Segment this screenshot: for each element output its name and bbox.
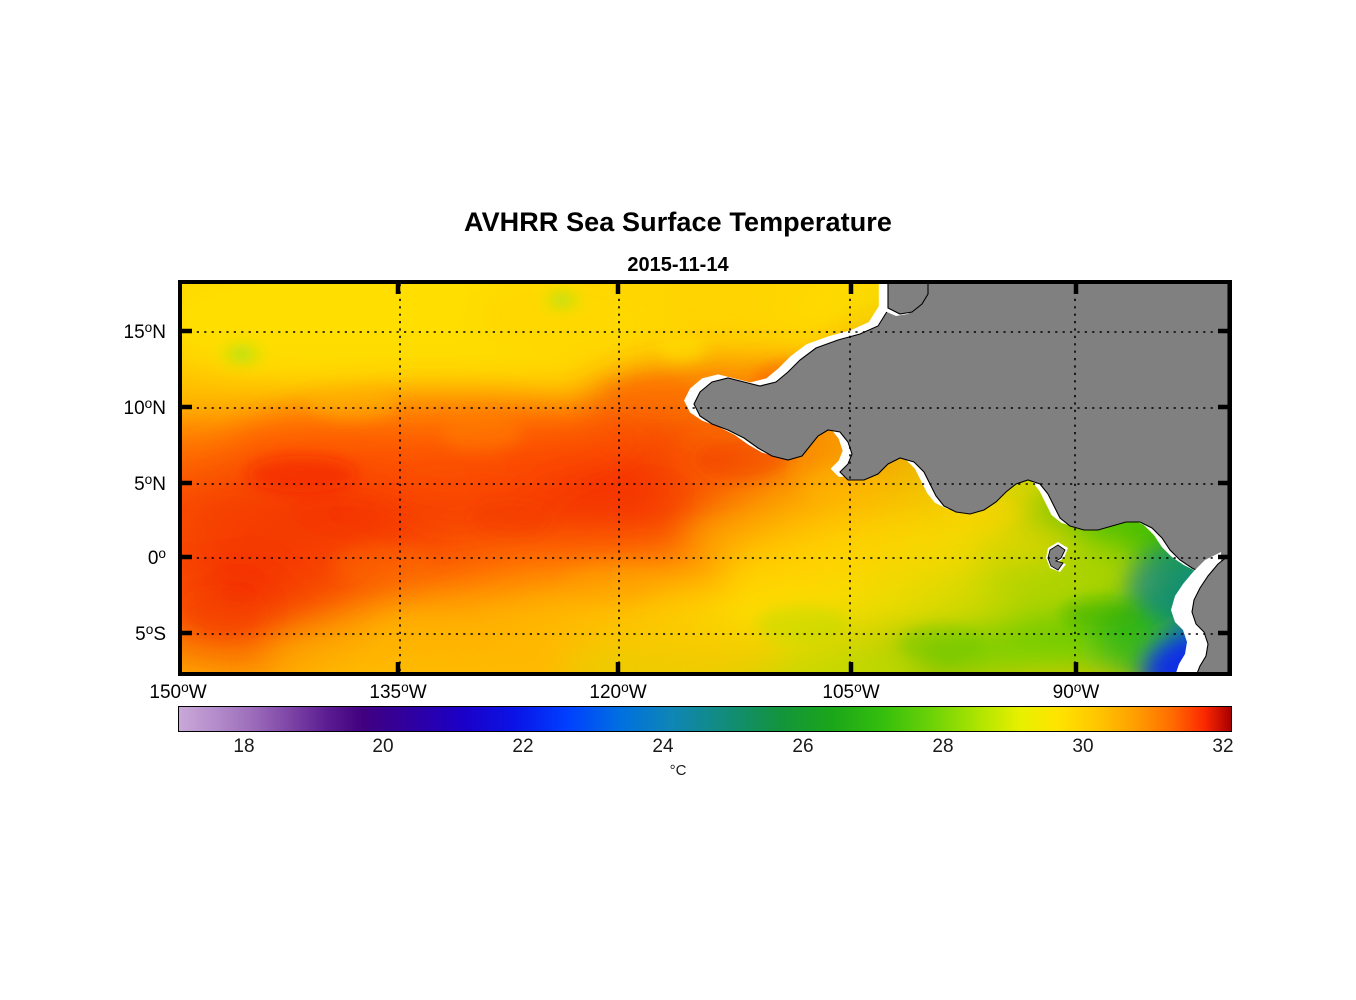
land-south-america [1191, 555, 1228, 672]
land-yucatan [887, 284, 929, 315]
xtick-label-120w: 120oW [589, 679, 647, 703]
figure-subtitle: 2015-11-14 [627, 254, 729, 276]
sst-map-panel[interactable] [178, 280, 1232, 676]
sst-field-svg [182, 284, 1228, 672]
colorbar-tick-18: 18 [233, 736, 255, 757]
land-central-america [693, 284, 1228, 589]
ytick-label-15n: 15oN [123, 319, 166, 343]
colorbar-unit-label: °C [669, 762, 687, 779]
xtick-label-105w: 105oW [822, 679, 880, 703]
colorbar-tick-24: 24 [652, 736, 674, 757]
xtick-label-150w: 150oW [149, 679, 207, 703]
sst-heatmap [182, 284, 1228, 672]
colorbar-tick-32: 32 [1212, 736, 1234, 757]
ytick-label-0: 0o [147, 545, 166, 569]
colorbar[interactable] [178, 706, 1232, 732]
ytick-label-5s: 5oS [135, 621, 166, 645]
colorbar-tick-28: 28 [932, 736, 954, 757]
xtick-label-90w: 90oW [1052, 679, 1100, 703]
page-title: AVHRR Sea Surface Temperature [463, 207, 893, 237]
colorbar-tick-30: 30 [1072, 736, 1094, 757]
landmass-group [684, 284, 1228, 672]
colorbar-tick-26: 26 [792, 736, 814, 757]
colorbar-gradient [179, 707, 1231, 731]
colorbar-tick-22: 22 [512, 736, 534, 757]
ytick-label-10n: 10oN [123, 395, 166, 419]
ytick-label-5n: 5oN [134, 471, 166, 495]
xtick-label-135w: 135oW [369, 679, 427, 703]
map-gridlines [182, 284, 1228, 672]
colorbar-tick-20: 20 [372, 736, 394, 757]
